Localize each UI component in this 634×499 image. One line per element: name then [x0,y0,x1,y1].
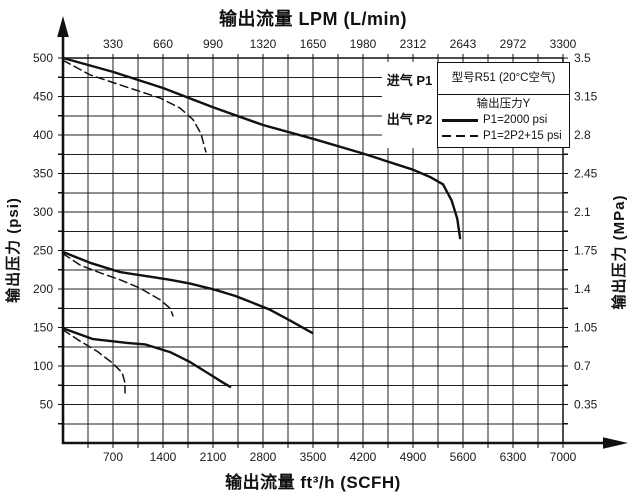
x-tick-label-bottom: 4200 [350,450,377,464]
y-axis-arrowhead [57,16,69,37]
x-tick-label-bottom: 4900 [400,450,427,464]
x-tick-label-top: 2643 [450,37,477,51]
x-tick-label-top: 660 [153,37,173,51]
legend-body: 输出压力Y P1=2000 psi P1=2P2+15 psi [438,95,569,144]
y-tick-label-right: 1.75 [574,244,598,258]
inlet-pressure-label: 进气 P1 [386,73,433,88]
x-tick-label-top: 1980 [350,37,377,51]
y-tick-label-right: 2.45 [574,167,598,181]
x-tick-label-bottom: 5600 [450,450,477,464]
curve-set150-dashed [62,329,126,394]
y-tick-label-left: 200 [33,282,53,296]
y-tick-label-left: 250 [33,244,53,258]
y-tick-label-right: 0.7 [574,359,591,373]
x-tick-label-bottom: 2100 [200,450,227,464]
y-tick-label-right: 2.8 [574,128,591,142]
legend-model-title: 型号R51 (20°C空气) [438,63,569,95]
x-tick-label-bottom: 1400 [150,450,177,464]
y-tick-label-right: 3.15 [574,90,598,104]
curve-set250-solid [61,250,314,335]
y-tick-label-left: 150 [33,321,53,335]
x-tick-label-top: 2312 [400,37,427,51]
bottom-axis-title: 输出流量 ft³/h (SCFH) [225,473,401,492]
y-tick-label-right: 1.4 [574,282,591,296]
x-tick-label-bottom: 6300 [500,450,527,464]
legend-header: 输出压力Y [476,98,531,110]
x-tick-label-bottom: 700 [103,450,123,464]
y-tick-label-left: 450 [33,90,53,104]
x-tick-label-bottom: 7000 [550,450,577,464]
port-labels: 进气 P1 出气 P2 [382,62,437,148]
outlet-pressure-label: 出气 P2 [386,112,433,127]
curve-set250-dashed [62,252,174,317]
x-tick-label-top: 330 [103,37,123,51]
x-tick-label-top: 3300 [550,37,577,51]
x-tick-label-top: 990 [203,37,223,51]
y-tick-label-right: 2.1 [574,205,591,219]
x-tick-label-bottom: 3500 [300,450,327,464]
legend-box: 型号R51 (20°C空气) 输出压力Y P1=2000 psi P1=2P2+… [437,62,570,148]
legend-entry-solid-label: P1=2000 psi [483,114,548,126]
x-axis-arrowhead [603,437,628,449]
y-tick-label-right: 0.35 [574,398,598,412]
solid-line-sample [442,118,478,122]
x-tick-label-top: 1650 [300,37,327,51]
axis-lines [61,34,606,445]
x-tick-label-top: 1320 [250,37,277,51]
curve-set150-solid [61,327,232,388]
legend-entry-dashed-label: P1=2P2+15 psi [483,130,562,142]
y-tick-label-left: 300 [33,205,53,219]
y-tick-label-left: 500 [33,51,53,65]
y-tick-label-left: 400 [33,128,53,142]
y-tick-label-left: 50 [40,398,54,412]
y-tick-label-right: 1.05 [574,321,598,335]
curve-set500-solid [61,56,462,240]
legend-entry-dashed: P1=2P2+15 psi [442,128,565,144]
curve-set500-dashed [62,59,207,153]
legend-entry-solid: P1=2000 psi [442,112,565,128]
left-axis-title: 输出压力 (psi) [5,197,22,303]
top-axis-title: 输出流量 LPM (L/min) [219,9,407,29]
y-tick-label-left: 100 [33,359,53,373]
x-tick-label-bottom: 2800 [250,450,277,464]
dashed-line-sample [442,135,478,137]
y-tick-label-left: 350 [33,167,53,181]
right-axis-title: 输出压力 (MPa) [611,194,628,310]
x-tick-label-top: 2972 [500,37,527,51]
y-tick-label-right: 3.5 [574,51,591,65]
